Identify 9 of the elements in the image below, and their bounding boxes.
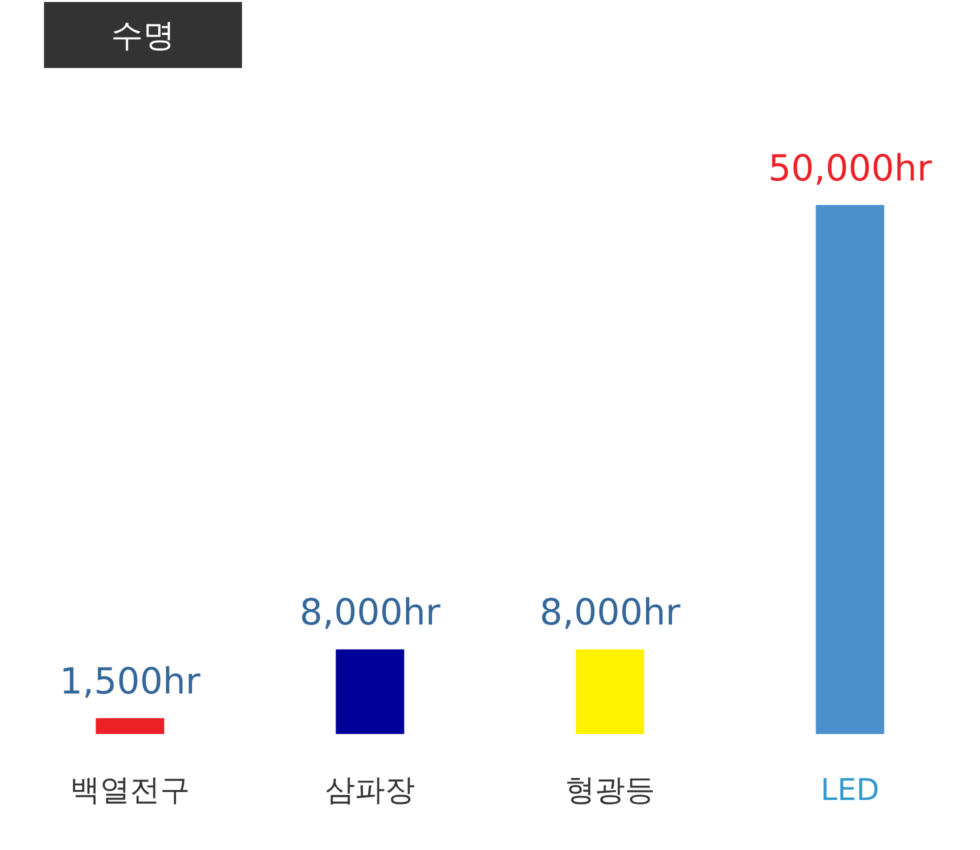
- x-tick-label: 백열전구: [70, 772, 190, 808]
- data-label: 8,000hr: [540, 592, 681, 634]
- x-tick-label: 형광등: [565, 772, 655, 808]
- chart-title: 수명: [44, 2, 242, 68]
- x-tick-label: 삼파장: [325, 772, 415, 808]
- data-label: 50,000hr: [768, 148, 932, 190]
- data-label: 8,000hr: [300, 592, 441, 634]
- data-label: 1,500hr: [60, 661, 201, 702]
- x-tick-label: LED: [820, 772, 880, 808]
